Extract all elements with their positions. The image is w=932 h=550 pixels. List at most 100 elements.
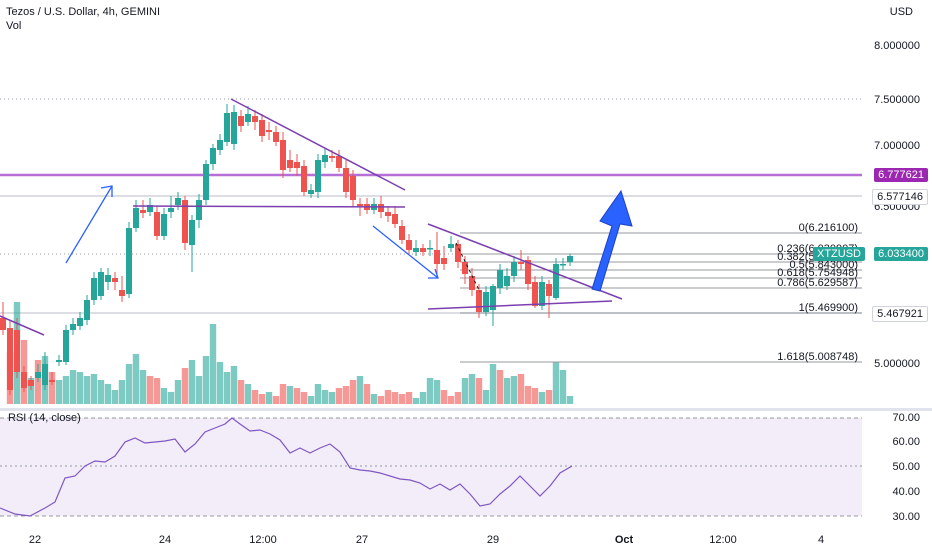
- volume-bar: [55, 380, 63, 404]
- volume-bar: [356, 376, 364, 404]
- candle-body: [455, 244, 461, 262]
- volume-bar: [258, 394, 266, 404]
- candle-body: [98, 272, 104, 296]
- candle-body: [462, 262, 468, 274]
- volume-bar: [510, 376, 518, 404]
- volume-bars: [6, 302, 574, 404]
- rsi-axis-label: 60.00: [892, 436, 920, 448]
- fib-level-label: 1(5.469900): [799, 302, 858, 314]
- volume-bar: [524, 386, 532, 404]
- candle-body: [567, 256, 573, 262]
- candle-body: [301, 166, 307, 192]
- price-axis-label: 8.000000: [874, 40, 920, 52]
- candle-body: [119, 290, 125, 296]
- fib-retracement[interactable]: 0(6.216100)0.236(6.030907)0.382(5.916292…: [460, 222, 862, 363]
- candle-body: [112, 278, 118, 282]
- arrow-up-annotation[interactable]: [65, 185, 113, 264]
- volume-bar: [153, 378, 161, 404]
- candle-body: [280, 140, 286, 170]
- volume-bar: [272, 396, 280, 404]
- candle-body: [0, 318, 6, 330]
- candle-body: [546, 284, 552, 296]
- price-tag-support: 5.467921: [872, 306, 928, 322]
- time-axis-label: 4: [818, 534, 824, 546]
- candle-body: [14, 330, 20, 372]
- candle-body: [329, 156, 335, 158]
- volume-bar: [244, 384, 252, 404]
- volume-bar: [349, 380, 357, 404]
- volume-bar: [566, 396, 574, 404]
- volume-bar: [160, 388, 168, 404]
- candle-body: [126, 228, 132, 294]
- candle-body: [441, 258, 447, 264]
- volume-bar: [174, 380, 182, 404]
- symbol-title[interactable]: Tezos / U.S. Dollar, 4h, GEMINI: [6, 6, 161, 18]
- candle-body: [49, 380, 55, 382]
- price-axis-label: 7.000000: [874, 140, 920, 152]
- candle-body: [63, 330, 69, 362]
- rsi-line: [0, 417, 573, 517]
- trendline[interactable]: [427, 300, 613, 310]
- candle-body: [42, 364, 48, 385]
- fib-level-label: 0.618(5.754948): [777, 267, 858, 279]
- candle-body: [224, 113, 230, 142]
- volume-bar: [314, 384, 322, 404]
- candle-body: [315, 160, 321, 192]
- rsi-axis-label: 70.00: [892, 412, 920, 424]
- volume-bar: [405, 392, 413, 404]
- trendline[interactable]: [0, 315, 45, 336]
- big-arrow-up-annotation[interactable]: [591, 189, 633, 292]
- volume-bar: [237, 380, 245, 404]
- candle-body: [294, 162, 300, 168]
- rsi-axis-label: 40.00: [892, 486, 920, 498]
- volume-bar: [293, 388, 301, 404]
- candle-body: [105, 275, 111, 282]
- time-axis-label: 27: [356, 534, 368, 546]
- candle-body: [553, 264, 559, 298]
- volume-bar: [370, 394, 378, 404]
- candle-body: [245, 114, 251, 122]
- volume-bar: [440, 390, 448, 404]
- candle-body: [392, 214, 398, 224]
- volume-bar: [503, 378, 511, 404]
- volume-bar: [321, 390, 329, 404]
- volume-bar: [195, 376, 203, 404]
- volume-bar: [216, 362, 224, 404]
- candle-body: [231, 112, 237, 144]
- volume-bar: [482, 390, 490, 404]
- volume-bar: [342, 386, 350, 404]
- volume-bar: [384, 390, 392, 404]
- arrow-down-annotation[interactable]: [372, 225, 439, 279]
- trendline[interactable]: [230, 98, 406, 191]
- candle-body: [336, 156, 342, 168]
- candle-body: [504, 276, 510, 286]
- volume-bar: [328, 392, 336, 404]
- candle-body: [490, 286, 496, 310]
- symbol-tag: XTZUSD: [813, 247, 865, 261]
- pane-separator[interactable]: [0, 408, 932, 411]
- candle-body: [266, 130, 272, 132]
- volume-label[interactable]: Vol: [6, 20, 22, 32]
- volume-bar: [545, 390, 553, 404]
- candle-body: [217, 140, 223, 150]
- price-axis-label: 7.500000: [874, 94, 920, 106]
- trendline[interactable]: [427, 223, 463, 238]
- volume-bar: [118, 380, 126, 404]
- volume-bar: [496, 370, 504, 404]
- candle-body: [70, 324, 76, 330]
- candle-body: [35, 372, 41, 378]
- volume-bar: [209, 324, 217, 404]
- volume-bar: [97, 380, 105, 404]
- volume-bar: [48, 372, 56, 404]
- price-tag-gray: 6.577146: [872, 189, 928, 205]
- time-axis-label: 12:00: [709, 534, 737, 546]
- volume-bar: [125, 364, 133, 404]
- candle-body: [322, 155, 328, 162]
- volume-bar: [398, 394, 406, 404]
- candle-body: [469, 276, 475, 290]
- trendline[interactable]: [132, 205, 406, 208]
- volume-bar: [83, 376, 91, 404]
- candle-body: [56, 360, 62, 362]
- candle-body: [532, 282, 538, 306]
